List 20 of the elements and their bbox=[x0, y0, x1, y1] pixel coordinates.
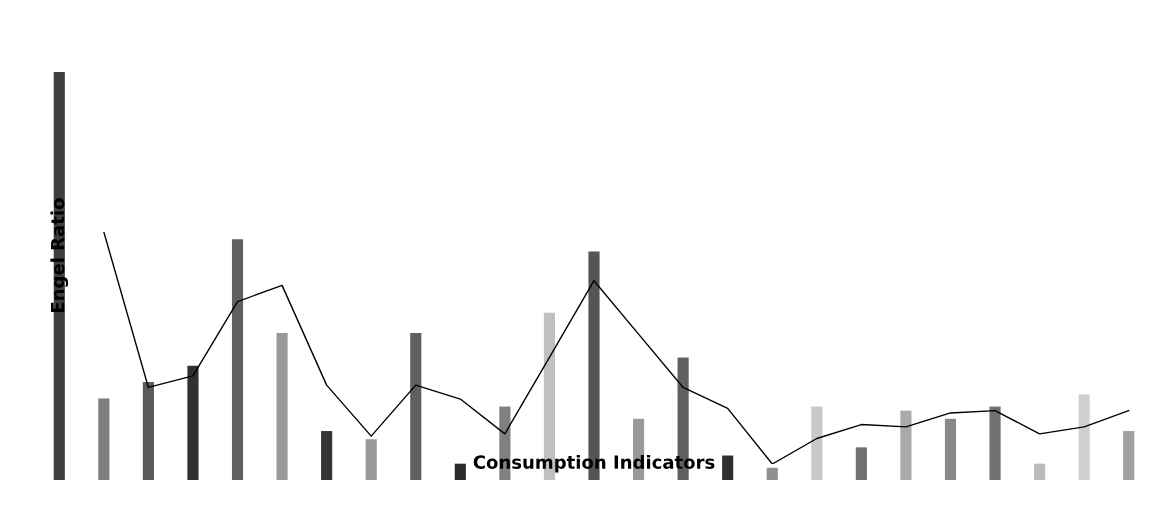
bar bbox=[989, 406, 1001, 480]
bar bbox=[142, 382, 154, 480]
bar bbox=[231, 239, 244, 480]
bar bbox=[944, 418, 957, 480]
bar bbox=[454, 463, 466, 480]
bar bbox=[365, 439, 377, 480]
bar bbox=[1078, 394, 1090, 480]
bar bbox=[722, 455, 734, 480]
bar bbox=[1034, 463, 1046, 480]
bar bbox=[187, 365, 199, 480]
bar bbox=[766, 467, 778, 480]
bar bbox=[410, 333, 422, 480]
bar bbox=[276, 333, 288, 480]
bar bbox=[1123, 431, 1135, 480]
y-axis-title: Engel Ratio bbox=[50, 198, 69, 313]
bar bbox=[98, 398, 110, 480]
bar bbox=[811, 406, 823, 480]
bar bbox=[855, 447, 867, 480]
bar bbox=[321, 431, 333, 480]
bar bbox=[900, 410, 912, 480]
